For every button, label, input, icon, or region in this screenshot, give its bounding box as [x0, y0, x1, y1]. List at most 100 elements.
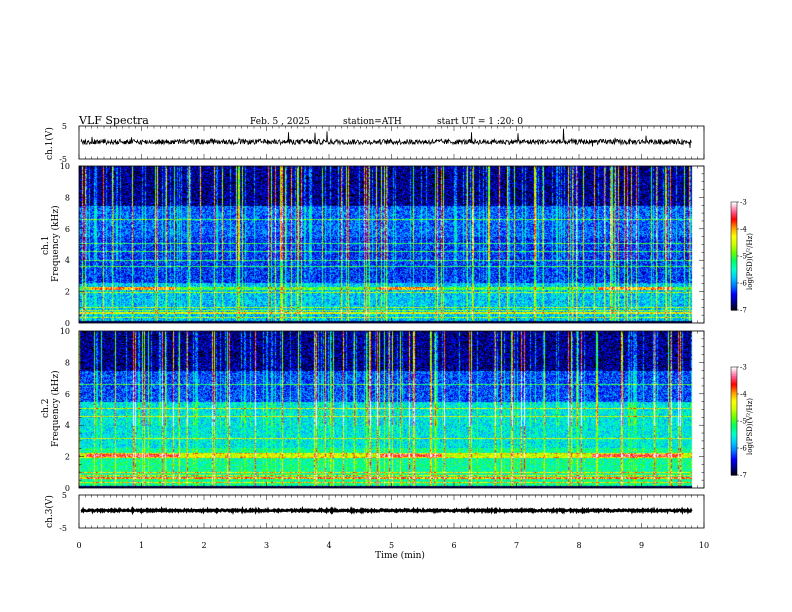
colorbar-cell: [731, 399, 737, 402]
colorbar-cell: [731, 401, 737, 404]
colorbar-cell: [731, 439, 737, 442]
colorbar-cell: [731, 431, 737, 435]
colorbar-cell: [731, 392, 737, 395]
colorbar-cell: [731, 372, 737, 375]
colorbar-cell: [731, 292, 737, 295]
xtick-label: 0: [76, 541, 81, 550]
colorbar-cell: [731, 236, 737, 239]
colorbar-cell: [731, 377, 737, 381]
colorbar-cell: [731, 257, 737, 261]
colorbar-cell: [731, 421, 737, 424]
ch1-spectrogram-panel: [79, 166, 704, 323]
colorbar-cell: [731, 385, 737, 388]
colorbar-cell: [731, 444, 737, 447]
colorbar-cell: [731, 386, 737, 390]
colorbar-cell: [731, 462, 737, 465]
colorbar-cell: [731, 406, 737, 409]
ch2-spec-ylabel-a: ch.2: [41, 399, 51, 418]
colorbar-cell: [731, 232, 737, 235]
ytick-label: 10: [60, 327, 70, 336]
ytick-label: 0: [65, 484, 70, 493]
ytick-label: 0: [65, 319, 70, 328]
colorbar-cell: [731, 457, 737, 460]
colorbar-cell: [731, 455, 737, 458]
ytick-label: 4: [65, 421, 70, 430]
ytick-label: 2: [65, 453, 70, 462]
ch1-spec-ylabel-b: Frequency (kHz): [50, 205, 61, 282]
colorbar-tick-label: -7: [740, 472, 747, 480]
colorbar-cell: [731, 290, 737, 293]
colorbar-cell: [731, 265, 737, 268]
colorbar-cell: [731, 370, 737, 373]
colorbar-tick-label: -4: [740, 391, 747, 399]
colorbar-cell: [731, 428, 737, 431]
colorbar-cell: [731, 308, 737, 311]
xtick-label: 4: [326, 541, 331, 550]
colorbar-cell: [731, 299, 737, 302]
xtick-label: 1: [139, 541, 144, 550]
colorbar-cell: [731, 395, 737, 399]
colorbar-cell: [731, 254, 737, 257]
colorbar-cell: [731, 473, 737, 476]
colorbar-cell: [731, 408, 737, 411]
xtick-label: 2: [201, 541, 206, 550]
colorbar-cell: [731, 263, 737, 266]
colorbar-cell: [731, 397, 737, 400]
colorbar-cell: [731, 295, 737, 298]
colorbar-tick-label: -6: [740, 445, 747, 453]
xtick-label: 9: [639, 541, 644, 550]
x-axis-title: Time (min): [375, 550, 425, 561]
colorbar-cell: [731, 383, 737, 386]
ch1-colorbar: -3 -4 -5 -6 -7: [730, 199, 747, 315]
date-label: Feb. 5 , 2025: [250, 117, 310, 127]
colorbar-cell: [731, 293, 737, 297]
start-time-label: start UT = 1 :20: 0: [437, 117, 523, 127]
ytick-label: 8: [65, 358, 70, 367]
colorbar-cell: [731, 283, 737, 286]
colorbar-cell: [731, 449, 737, 453]
colorbar-cell: [731, 272, 737, 275]
colorbar-cell: [731, 277, 737, 280]
colorbar-cell: [731, 216, 737, 219]
colorbar-cell: [731, 451, 737, 454]
ytick-label: 5: [62, 491, 67, 500]
ytick-label: 5: [62, 122, 67, 131]
colorbar-tick-label: -5: [740, 418, 747, 426]
colorbar-cell: [731, 202, 737, 205]
colorbar-cell: [731, 229, 737, 232]
colorbar-cell: [731, 390, 737, 393]
ch1-colorbar-label: log(PSD)(V²/Hz): [746, 233, 754, 290]
colorbar-cell: [731, 205, 737, 208]
ytick-label: 8: [65, 193, 70, 202]
colorbar-cell: [731, 306, 737, 309]
colorbar-cell: [731, 426, 737, 429]
colorbar-cell: [731, 245, 737, 248]
xtick-label: 8: [576, 541, 581, 550]
colorbar-tick-label: -5: [740, 253, 747, 261]
colorbar-cell: [731, 437, 737, 440]
colorbar-cell: [731, 221, 737, 225]
colorbar-cell: [731, 241, 737, 244]
colorbar-cell: [731, 211, 737, 214]
colorbar-cell: [731, 433, 737, 436]
ytick-label: -5: [59, 524, 67, 533]
colorbar-cell: [731, 471, 737, 474]
ch2-spec-ylabel-b: Frequency (kHz): [50, 370, 61, 447]
colorbar-cell: [731, 239, 737, 243]
colorbar-cell: [731, 214, 737, 217]
colorbar-cell: [731, 301, 737, 304]
colorbar-cell: [731, 403, 737, 406]
ch3-waveform-panel: 5 -5: [59, 491, 693, 533]
station-label: station=ATH: [343, 117, 402, 127]
xtick-label: 6: [451, 541, 456, 550]
colorbar-cell: [731, 415, 737, 418]
colorbar-cell: [731, 284, 737, 288]
colorbar-cell: [731, 469, 737, 472]
xtick-label: 3: [264, 541, 269, 550]
ch1-spectrogram-image: [79, 166, 704, 323]
colorbar-cell: [731, 458, 737, 462]
colorbar-cell: [731, 218, 737, 221]
colorbar-cell: [731, 261, 737, 264]
colorbar-cell: [731, 413, 737, 417]
ch2-spectrogram-image: [79, 331, 704, 488]
